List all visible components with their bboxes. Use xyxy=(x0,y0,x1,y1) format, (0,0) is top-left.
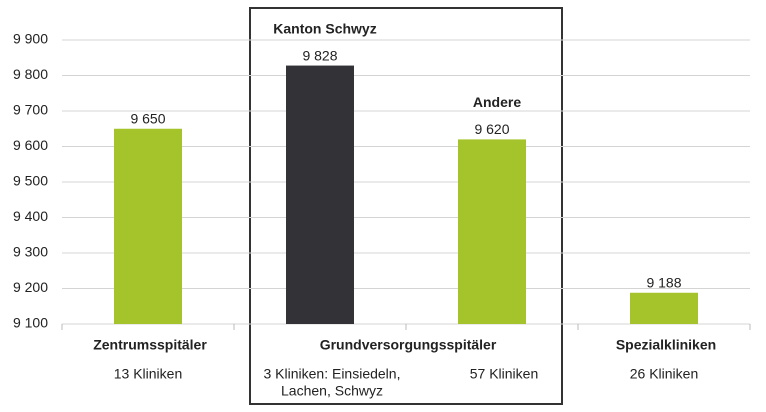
bar-note: 13 Kliniken xyxy=(114,366,183,382)
bar xyxy=(286,65,354,324)
y-tick-label: 9 900 xyxy=(13,31,48,47)
y-tick-label: 9 800 xyxy=(13,66,48,82)
y-tick-label: 9 500 xyxy=(13,173,48,189)
bar-note: 26 Kliniken xyxy=(630,366,699,382)
bar xyxy=(114,128,182,324)
series-name: Andere xyxy=(473,94,521,110)
group-label: Spezialkliniken xyxy=(616,337,716,353)
y-tick-label: 9 100 xyxy=(13,315,48,331)
bar-note: 57 Kliniken xyxy=(470,366,539,382)
y-tick-label: 9 700 xyxy=(13,102,48,118)
group-label: Zentrumsspitäler xyxy=(93,337,207,353)
y-tick-label: 9 300 xyxy=(13,244,48,260)
value-label: 9 620 xyxy=(474,121,509,137)
bar xyxy=(458,139,526,324)
y-tick-label: 9 200 xyxy=(13,279,48,295)
bar-note: Lachen, Schwyz xyxy=(281,383,383,399)
bar xyxy=(630,292,698,324)
value-label: 9 188 xyxy=(646,274,681,290)
y-tick-label: 9 400 xyxy=(13,208,48,224)
bar-note: 3 Kliniken: Einsiedeln, xyxy=(264,366,401,382)
y-tick-label: 9 600 xyxy=(13,137,48,153)
series-name: Kanton Schwyz xyxy=(273,20,376,36)
group-label: Grundversorgungsspitäler xyxy=(320,337,497,353)
highlight-box xyxy=(249,7,563,405)
value-label: 9 828 xyxy=(302,47,337,63)
value-label: 9 650 xyxy=(130,110,165,126)
